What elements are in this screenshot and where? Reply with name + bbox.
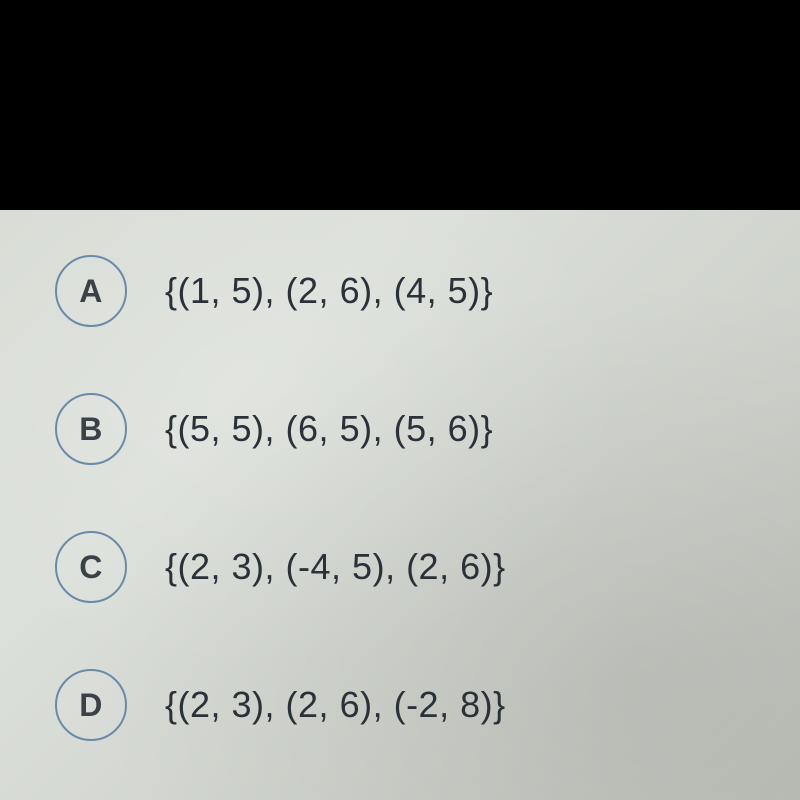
option-circle-a[interactable]: A	[55, 255, 127, 327]
option-letter-d: D	[79, 687, 103, 724]
option-circle-b[interactable]: B	[55, 393, 127, 465]
option-letter-a: A	[79, 273, 103, 310]
option-letter-b: B	[79, 411, 103, 448]
option-circle-d[interactable]: D	[55, 669, 127, 741]
option-row-b[interactable]: B {(5, 5), (6, 5), (5, 6)}	[55, 393, 800, 465]
option-text-b: {(5, 5), (6, 5), (5, 6)}	[165, 408, 493, 450]
option-text-d: {(2, 3), (2, 6), (-2, 8)}	[165, 684, 506, 726]
options-panel: A {(1, 5), (2, 6), (4, 5)} B {(5, 5), (6…	[0, 210, 800, 800]
option-text-a: {(1, 5), (2, 6), (4, 5)}	[165, 270, 493, 312]
option-letter-c: C	[79, 549, 103, 586]
option-row-c[interactable]: C {(2, 3), (-4, 5), (2, 6)}	[55, 531, 800, 603]
top-black-bar	[0, 0, 800, 210]
option-text-c: {(2, 3), (-4, 5), (2, 6)}	[165, 546, 506, 588]
option-circle-c[interactable]: C	[55, 531, 127, 603]
option-row-d[interactable]: D {(2, 3), (2, 6), (-2, 8)}	[55, 669, 800, 741]
option-row-a[interactable]: A {(1, 5), (2, 6), (4, 5)}	[55, 255, 800, 327]
